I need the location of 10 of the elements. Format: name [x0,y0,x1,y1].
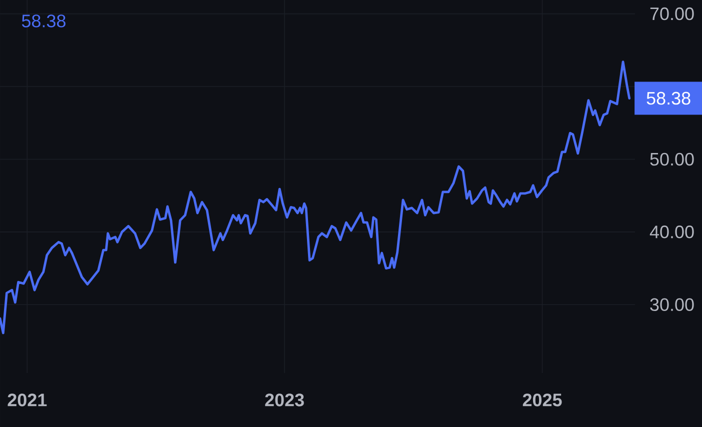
x-tick-label: 2023 [265,394,304,406]
y-tick-label: 50.00 [650,152,694,166]
text: 58.38 [22,14,66,28]
y-tick-label: 70.00 [650,7,694,20]
x-tick-label: 2021 [8,394,47,406]
y-tick-label: 30.00 [650,298,694,312]
y-tick-label: 40.00 [650,226,694,238]
x-tick-label: 2025 [522,394,562,406]
annotation: 58.38 [646,92,690,105]
line-series [0,60,631,334]
